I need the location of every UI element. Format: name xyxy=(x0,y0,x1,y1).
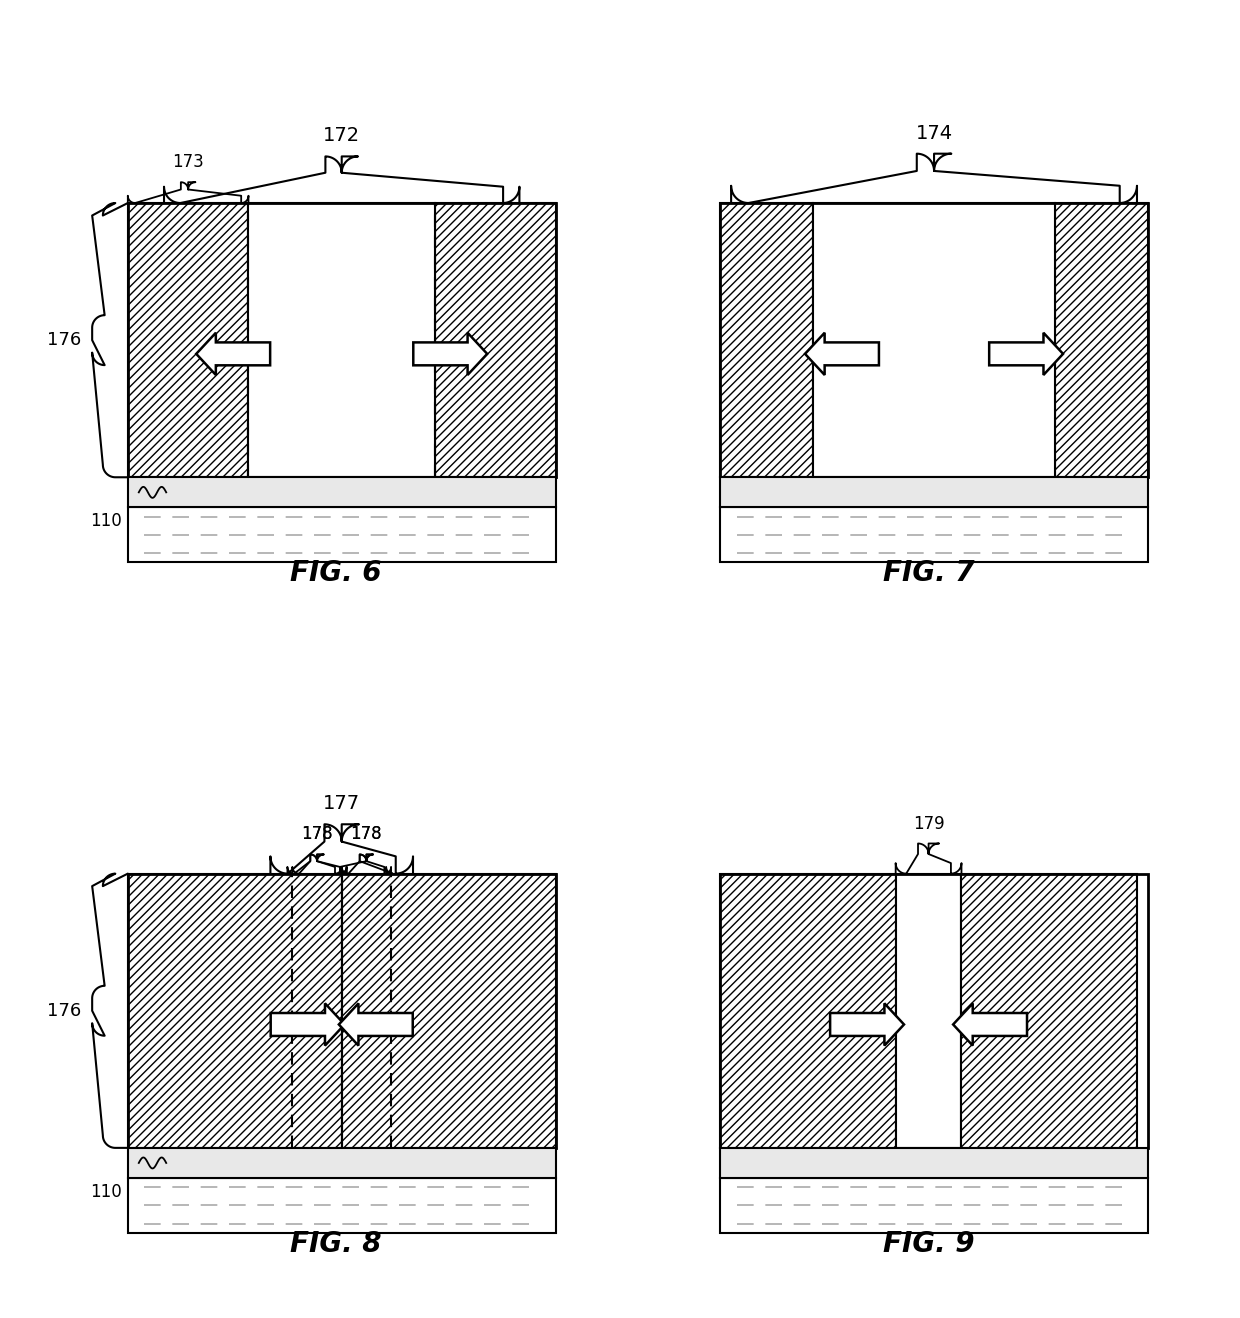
Bar xyxy=(813,203,1055,477)
Polygon shape xyxy=(830,1003,904,1045)
Bar xyxy=(720,1178,1148,1232)
Text: 173: 173 xyxy=(172,153,205,171)
Text: 110: 110 xyxy=(91,1182,123,1201)
Polygon shape xyxy=(413,332,487,376)
Text: 177: 177 xyxy=(324,795,361,813)
Bar xyxy=(128,507,556,563)
Bar xyxy=(720,203,813,477)
Bar xyxy=(720,477,1148,507)
Bar xyxy=(895,874,961,1148)
Bar xyxy=(961,874,1137,1148)
Bar xyxy=(720,507,1148,563)
Bar xyxy=(128,1148,556,1178)
Bar xyxy=(128,203,556,477)
Bar xyxy=(342,874,556,1148)
Bar xyxy=(128,874,556,1148)
Bar xyxy=(720,203,1148,477)
Polygon shape xyxy=(990,332,1063,376)
Polygon shape xyxy=(954,1003,1027,1045)
Bar xyxy=(720,874,895,1148)
Polygon shape xyxy=(196,332,270,376)
Text: 174: 174 xyxy=(915,124,952,142)
Text: FIG. 7: FIG. 7 xyxy=(883,559,975,587)
Bar xyxy=(128,203,248,477)
Bar xyxy=(720,1148,1148,1178)
Text: 178: 178 xyxy=(301,825,332,844)
Text: FIG. 8: FIG. 8 xyxy=(290,1230,382,1257)
Polygon shape xyxy=(339,1003,413,1045)
Bar xyxy=(1055,203,1148,477)
Text: 176: 176 xyxy=(47,331,81,349)
Bar xyxy=(435,203,556,477)
Text: 178: 178 xyxy=(301,825,332,844)
Polygon shape xyxy=(270,1003,345,1045)
Text: FIG. 9: FIG. 9 xyxy=(883,1230,975,1257)
Bar xyxy=(128,1178,556,1232)
Bar xyxy=(248,203,435,477)
Text: 110: 110 xyxy=(91,513,123,530)
Text: 178: 178 xyxy=(351,825,382,844)
Text: 176: 176 xyxy=(47,1002,81,1020)
Bar xyxy=(128,874,342,1148)
Text: 172: 172 xyxy=(324,127,361,145)
Text: 178: 178 xyxy=(351,825,382,844)
Text: FIG. 6: FIG. 6 xyxy=(290,559,382,587)
Text: 179: 179 xyxy=(913,815,945,833)
Bar xyxy=(720,874,1148,1148)
Bar xyxy=(128,477,556,507)
Polygon shape xyxy=(805,332,879,376)
